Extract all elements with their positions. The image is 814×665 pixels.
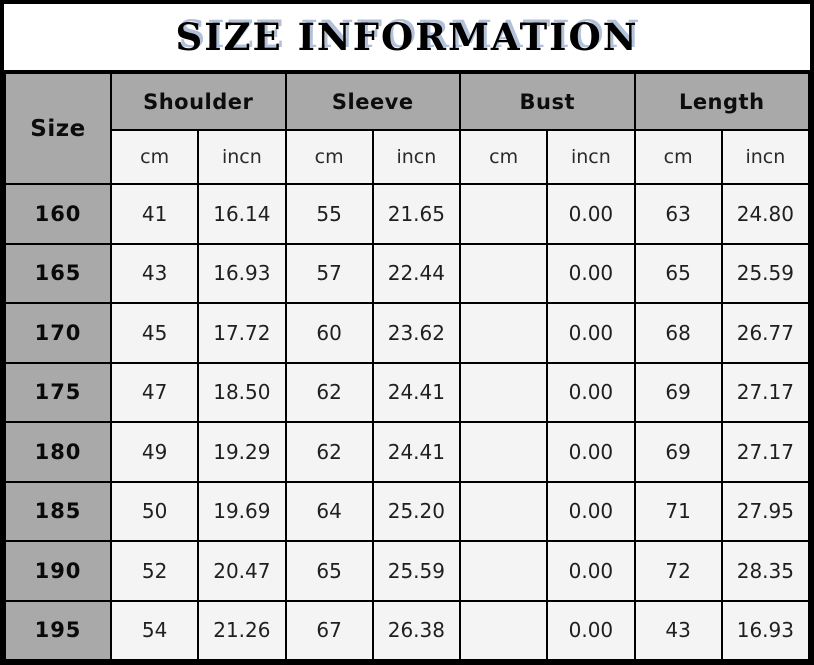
data-cell: 41 <box>109 183 200 245</box>
data-cell: 26.77 <box>720 302 810 364</box>
table-row-160: 160 41 16.14 55 21.65 0.00 63 24.80 <box>4 183 810 245</box>
size-row-header: 170 <box>4 302 112 364</box>
group-header-bust: Bust <box>459 71 636 131</box>
table-row-195: 195 54 21.26 67 26.38 0.00 43 16.93 <box>4 599 810 661</box>
data-cell: 23.62 <box>371 302 462 364</box>
data-cell: 24.41 <box>371 421 462 483</box>
group-header-length: Length <box>633 71 810 131</box>
size-row-header: 175 <box>4 361 112 423</box>
data-cell: 24.41 <box>371 361 462 423</box>
data-cell: 21.26 <box>197 599 287 661</box>
size-row-header: 190 <box>4 540 112 602</box>
data-cell: 71 <box>633 480 723 542</box>
data-cell <box>458 302 549 364</box>
title-band: SIZE INFORMATION <box>4 4 810 70</box>
data-cell: 57 <box>284 242 374 304</box>
unit-header-row: cm incn cm incn cm incn cm incn <box>5 129 810 185</box>
size-row-header: 165 <box>4 242 112 304</box>
data-cell: 28.35 <box>720 540 810 602</box>
size-row-header: 180 <box>4 421 112 483</box>
data-cell: 16.93 <box>720 599 810 661</box>
data-cell: 25.59 <box>720 242 810 304</box>
unit-header-shoulder-inch: incn <box>197 129 287 185</box>
data-cell: 19.29 <box>197 421 287 483</box>
data-cell: 19.69 <box>197 480 287 542</box>
size-row-header: 195 <box>4 599 112 661</box>
size-column-header: Size <box>4 71 112 185</box>
data-cell: 22.44 <box>371 242 462 304</box>
size-row-header: 160 <box>4 183 112 245</box>
data-cell <box>458 361 549 423</box>
data-cell <box>458 480 549 542</box>
data-cell: 49 <box>109 421 200 483</box>
data-cell: 26.38 <box>371 599 462 661</box>
data-cell <box>458 421 549 483</box>
data-cell: 72 <box>633 540 723 602</box>
table-row-165: 165 43 16.93 57 22.44 0.00 65 25.59 <box>4 242 810 304</box>
size-row-header: 185 <box>4 480 112 542</box>
data-cell: 0.00 <box>546 480 636 542</box>
data-cell: 55 <box>284 183 374 245</box>
data-cell: 68 <box>633 302 723 364</box>
data-cell: 0.00 <box>546 540 636 602</box>
table-row-170: 170 45 17.72 60 23.62 0.00 68 26.77 <box>4 302 810 364</box>
data-cell: 69 <box>633 421 723 483</box>
data-cell: 16.93 <box>197 242 287 304</box>
table-row-185: 185 50 19.69 64 25.20 0.00 71 27.95 <box>4 480 810 542</box>
data-cell: 27.17 <box>720 361 810 423</box>
data-cell: 24.80 <box>720 183 810 245</box>
data-cell: 25.59 <box>371 540 462 602</box>
data-cell: 65 <box>633 242 723 304</box>
data-cell: 52 <box>109 540 200 602</box>
data-cell <box>458 599 549 661</box>
size-table: Size Shoulder Sleeve Bust Length cm incn… <box>4 70 810 661</box>
data-cell: 0.00 <box>546 361 636 423</box>
unit-header-sleeve-cm: cm <box>284 129 374 185</box>
data-cell: 54 <box>109 599 200 661</box>
data-cell <box>458 540 549 602</box>
unit-header-shoulder-cm: cm <box>109 129 200 185</box>
group-header-sleeve: Sleeve <box>284 71 461 131</box>
unit-header-length-inch: incn <box>720 129 810 185</box>
table-row-190: 190 52 20.47 65 25.59 0.00 72 28.35 <box>4 540 810 602</box>
data-cell: 43 <box>633 599 723 661</box>
unit-header-bust-inch: incn <box>546 129 636 185</box>
data-cell: 47 <box>109 361 200 423</box>
data-cell: 0.00 <box>546 599 636 661</box>
table-row-175: 175 47 18.50 62 24.41 0.00 69 27.17 <box>4 361 810 423</box>
data-cell: 45 <box>109 302 200 364</box>
page-title: SIZE INFORMATION <box>175 15 639 59</box>
unit-header-length-cm: cm <box>633 129 723 185</box>
group-header-row: Size Shoulder Sleeve Bust Length <box>4 71 810 185</box>
data-cell: 63 <box>633 183 723 245</box>
data-cell: 62 <box>284 361 374 423</box>
data-cell: 43 <box>109 242 200 304</box>
data-cell <box>458 242 549 304</box>
data-cell: 62 <box>284 421 374 483</box>
unit-header-sleeve-inch: incn <box>371 129 462 185</box>
data-cell: 27.17 <box>720 421 810 483</box>
data-cell: 69 <box>633 361 723 423</box>
data-cell: 20.47 <box>197 540 287 602</box>
data-cell: 17.72 <box>197 302 287 364</box>
data-cell: 16.14 <box>197 183 287 245</box>
data-cell: 0.00 <box>546 421 636 483</box>
data-cell: 27.95 <box>720 480 810 542</box>
data-cell: 0.00 <box>546 302 636 364</box>
data-cell: 50 <box>109 480 200 542</box>
group-header-shoulder: Shoulder <box>110 71 287 131</box>
data-cell: 64 <box>284 480 374 542</box>
data-cell: 67 <box>284 599 374 661</box>
data-cell: 60 <box>284 302 374 364</box>
data-cell: 21.65 <box>371 183 462 245</box>
data-cell: 0.00 <box>546 183 636 245</box>
data-cell: 25.20 <box>371 480 462 542</box>
data-cell: 65 <box>284 540 374 602</box>
data-cell <box>458 183 549 245</box>
data-cell: 18.50 <box>197 361 287 423</box>
table-row-180: 180 49 19.29 62 24.41 0.00 69 27.17 <box>4 421 810 483</box>
data-cell: 0.00 <box>546 242 636 304</box>
unit-header-bust-cm: cm <box>458 129 549 185</box>
